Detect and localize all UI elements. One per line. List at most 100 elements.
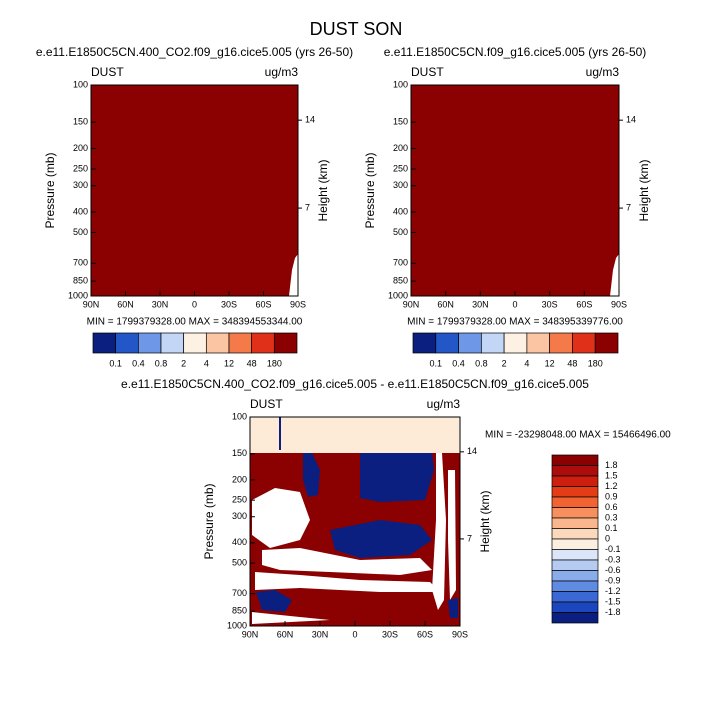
colorbar-box <box>551 475 599 487</box>
colorbar-box <box>480 332 505 354</box>
colorbar-box <box>205 332 230 354</box>
x-tick-label: 30S <box>382 629 398 639</box>
colorbar-label: 48 <box>567 358 577 368</box>
y-tick-label: 500 <box>393 227 408 237</box>
colorbar-box <box>458 332 482 354</box>
y-tick-label: 250 <box>232 495 247 505</box>
colorbar-label: 0.4 <box>452 358 465 368</box>
y2-tick-label: 14 <box>626 115 636 125</box>
colorbar-box <box>228 332 253 354</box>
colorbar-box <box>572 332 596 354</box>
y-tick-label: 1000 <box>388 290 408 300</box>
y-tick-label: 500 <box>232 557 247 567</box>
y-tick-label: 700 <box>73 258 88 268</box>
stats: MIN = 1799379328.00 MAX = 348395339776.0… <box>407 317 623 328</box>
colorbar-label: -0.9 <box>605 575 621 585</box>
x-tick-label: 90S <box>452 629 468 639</box>
y-tick-label: 150 <box>73 117 88 127</box>
colorbar-box <box>551 570 599 582</box>
colorbar-label: 2 <box>502 358 507 368</box>
colorbar-label: 1.8 <box>605 460 618 470</box>
colorbar-box <box>137 332 162 354</box>
x-tick-label: 90N <box>403 299 420 309</box>
colorbar-label: 0.1 <box>109 358 122 368</box>
y2-tick-label: 7 <box>305 202 310 212</box>
x-tick-label: 30S <box>221 299 237 309</box>
colorbar-label: -1.2 <box>605 586 621 596</box>
colorbar-box <box>551 538 599 550</box>
figure-title: DUST SON <box>310 19 403 39</box>
x-tick-label: 60N <box>437 299 454 309</box>
y2-tick-label: 14 <box>305 115 315 125</box>
x-tick-label: 90N <box>242 629 259 639</box>
colorbar-label: -0.1 <box>605 544 621 554</box>
right-label: ug/m3 <box>586 65 620 79</box>
right-label: ug/m3 <box>427 397 461 411</box>
x-tick-label: 30N <box>472 299 489 309</box>
x-tick-label: 0 <box>192 299 197 309</box>
colorbar-label: 0.9 <box>605 491 618 501</box>
field <box>411 85 619 296</box>
x-tick-label: 90N <box>83 299 100 309</box>
colorbar-label: 0.4 <box>132 358 145 368</box>
x-tick-label: 0 <box>352 629 357 639</box>
y2-tick-label: 14 <box>467 446 477 456</box>
colorbar-box <box>594 332 619 354</box>
y-tick-label: 500 <box>73 227 88 237</box>
y-tick-label: 300 <box>73 180 88 190</box>
y-tick-label: 250 <box>393 163 408 173</box>
y-axis-label: Pressure (mb) <box>363 152 377 228</box>
x-tick-label: 30N <box>152 299 169 309</box>
colorbar-label: 2 <box>181 358 186 368</box>
colorbar-label: 180 <box>267 358 282 368</box>
colorbar-label: 48 <box>247 358 257 368</box>
x-tick-label: 60S <box>417 629 433 639</box>
colorbar-label: 4 <box>524 358 529 368</box>
y-tick-label: 400 <box>393 206 408 216</box>
colorbar-box <box>551 496 599 508</box>
colorbar-box <box>551 528 599 540</box>
y-tick-label: 1000 <box>68 290 88 300</box>
colorbar-box <box>503 332 528 354</box>
y-tick-label: 250 <box>73 163 88 173</box>
y-tick-label: 200 <box>393 143 408 153</box>
y-tick-label: 300 <box>232 511 247 521</box>
colorbar-box <box>551 486 599 498</box>
y-tick-label: 400 <box>232 537 247 547</box>
y-tick-label: 300 <box>393 180 408 190</box>
colorbar-label: 0.6 <box>605 502 618 512</box>
field <box>91 85 298 296</box>
y2-tick-label: 7 <box>626 202 631 212</box>
x-tick-label: 30N <box>312 629 329 639</box>
x-tick-label: 60S <box>576 299 592 309</box>
y-tick-label: 850 <box>73 275 88 285</box>
colorbar-box <box>551 601 599 613</box>
x-tick-label: 60N <box>277 629 294 639</box>
y-tick-label: 700 <box>393 258 408 268</box>
y-tick-label: 850 <box>393 275 408 285</box>
x-tick-label: 30S <box>542 299 558 309</box>
colorbar-label: 180 <box>588 358 603 368</box>
colorbar-box <box>551 591 599 603</box>
x-tick-label: 60S <box>255 299 271 309</box>
colorbar-box <box>551 517 599 529</box>
colorbar-box <box>412 332 437 354</box>
y-tick-label: 100 <box>393 79 408 89</box>
colorbar-box <box>92 332 117 354</box>
stats: MIN = -23298048.00 MAX = 15466496.00 <box>485 430 671 441</box>
colorbar-box <box>551 507 599 519</box>
colorbar-label: 0.8 <box>475 358 488 368</box>
colorbar-box <box>115 332 139 354</box>
colorbar-label: 0.1 <box>605 523 618 533</box>
colorbar-label: 0.3 <box>605 512 618 522</box>
y2-axis-label: Height (km) <box>637 159 651 221</box>
right-label: ug/m3 <box>265 65 299 79</box>
colorbar-box <box>183 332 207 354</box>
panel-title: e.e11.E1850C5CN.400_CO2.f09_g16.cice5.00… <box>36 45 353 59</box>
y-tick-label: 700 <box>232 588 247 598</box>
colorbar-label: 12 <box>545 358 555 368</box>
x-tick-label: 60N <box>117 299 134 309</box>
colorbar-label: 1.2 <box>605 481 618 491</box>
colorbar-box <box>160 332 185 354</box>
colorbar-label: -0.6 <box>605 565 621 575</box>
